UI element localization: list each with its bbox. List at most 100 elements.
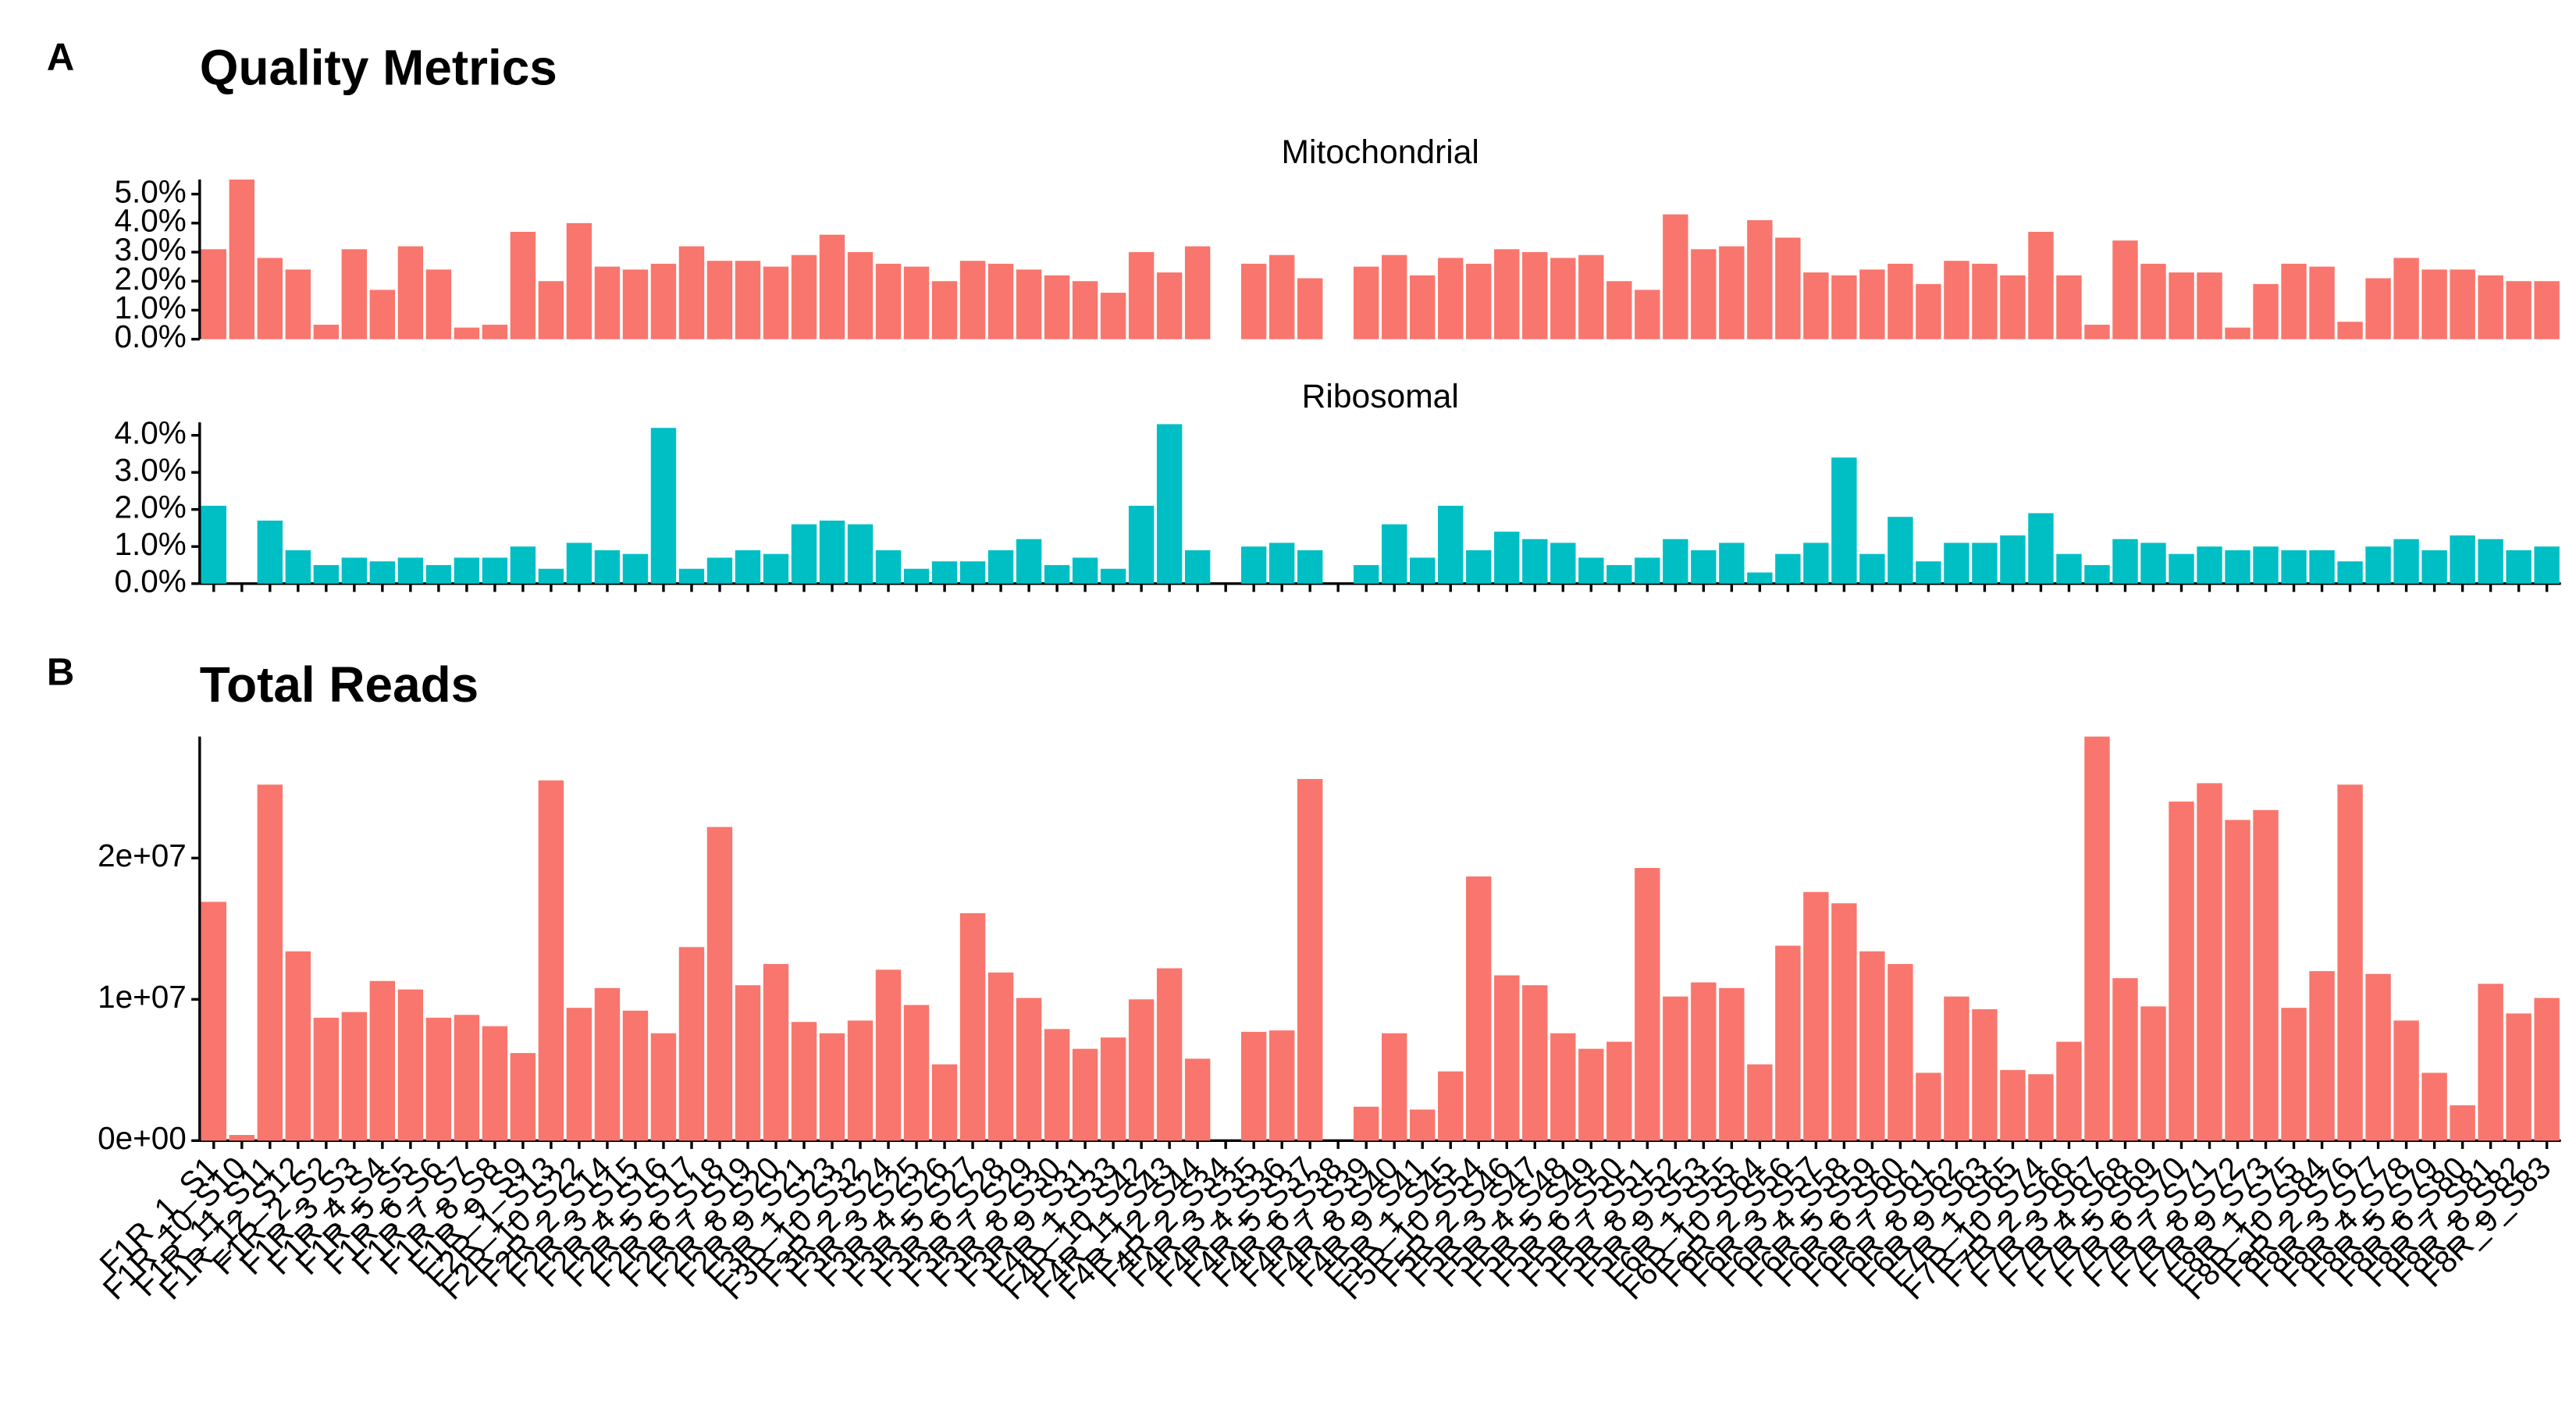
bar (2365, 546, 2391, 584)
bar (847, 1020, 873, 1141)
bar (622, 553, 649, 584)
bar (2169, 553, 2194, 584)
bar (425, 564, 452, 584)
bar (875, 550, 902, 584)
bar (1354, 266, 1379, 340)
y-tick-label: 1e+07 (98, 979, 187, 1015)
bar (1578, 1048, 1604, 1141)
bar (1240, 546, 1267, 584)
bar (1466, 263, 1492, 340)
bar (903, 1005, 930, 1141)
bar (1831, 457, 1857, 584)
bar (510, 546, 536, 584)
bar (397, 557, 424, 584)
bar (1972, 1008, 1998, 1141)
bar (931, 561, 958, 584)
bar (1691, 550, 1717, 584)
bar (1972, 542, 1998, 584)
bar (341, 249, 368, 340)
bar (1663, 996, 1688, 1141)
bar (959, 561, 986, 584)
bar (2421, 1072, 2447, 1141)
bar (1888, 517, 1913, 584)
bar (1100, 568, 1126, 584)
bar (2365, 973, 2391, 1141)
bar (1438, 258, 1464, 340)
bar (1775, 237, 1801, 340)
bar (2084, 324, 2110, 340)
bar (1100, 1037, 1126, 1141)
bar (2309, 266, 2335, 340)
bar (1719, 987, 1745, 1141)
bar (369, 290, 396, 340)
bar (2197, 783, 2222, 1141)
bar (257, 258, 283, 340)
bar (2056, 1041, 2082, 1141)
bar (622, 269, 649, 340)
bar (1156, 424, 1183, 584)
bar (201, 505, 227, 584)
bar (510, 1053, 536, 1141)
bar (2337, 322, 2363, 340)
bar (1831, 903, 1857, 1141)
bar (1100, 293, 1126, 340)
y-tick-label: 1.0% (115, 526, 187, 562)
bar (1016, 998, 1042, 1141)
bar (1578, 557, 1604, 584)
bar (1803, 272, 1829, 340)
bar (763, 553, 789, 584)
bar (2534, 281, 2560, 340)
bar (1522, 985, 1548, 1141)
bar (1494, 532, 1520, 584)
bar (1859, 951, 1885, 1141)
bar (1578, 254, 1604, 340)
bar (2421, 550, 2447, 584)
bar (257, 520, 283, 584)
y-tick-label: 2e+07 (98, 838, 187, 873)
panel-title: Total Reads (200, 656, 479, 713)
bar (622, 1010, 649, 1141)
bar (2028, 231, 2054, 340)
bar (2000, 535, 2026, 584)
bar (2337, 561, 2363, 584)
bar (1606, 281, 1632, 340)
bar (2309, 550, 2335, 584)
bar (2140, 542, 2166, 584)
bar (369, 561, 396, 584)
bar (1635, 867, 1660, 1141)
bar (791, 1022, 817, 1141)
bar (1297, 278, 1323, 340)
y-tick-label: 5.0% (115, 173, 187, 209)
bar (650, 263, 677, 340)
bar (1466, 550, 1492, 584)
bar (1972, 263, 1998, 340)
y-tick-label: 3.0% (115, 452, 187, 488)
bar (1240, 1031, 1267, 1141)
bar (1494, 249, 1520, 340)
bar (566, 1008, 592, 1141)
y-tick-label: 1.0% (115, 290, 187, 325)
bar (594, 550, 621, 584)
bar (1831, 275, 1857, 340)
bar (1522, 539, 1548, 584)
bar (2169, 272, 2194, 340)
bar (2337, 784, 2363, 1141)
bar (1072, 1048, 1098, 1141)
bar (2225, 550, 2250, 584)
bar (1297, 550, 1323, 584)
bar (763, 266, 789, 340)
bar (566, 222, 592, 340)
bar (538, 568, 564, 584)
bar (987, 263, 1014, 340)
bar (1916, 561, 1941, 584)
bar (257, 784, 283, 1141)
bar (763, 964, 789, 1141)
bar (2000, 1069, 2026, 1141)
bar (959, 912, 986, 1141)
panel-tag: A (47, 36, 74, 78)
bar (1747, 220, 1773, 340)
bar (706, 557, 733, 584)
bar (2253, 283, 2279, 340)
bar (1719, 246, 1745, 340)
bar (2169, 801, 2194, 1141)
